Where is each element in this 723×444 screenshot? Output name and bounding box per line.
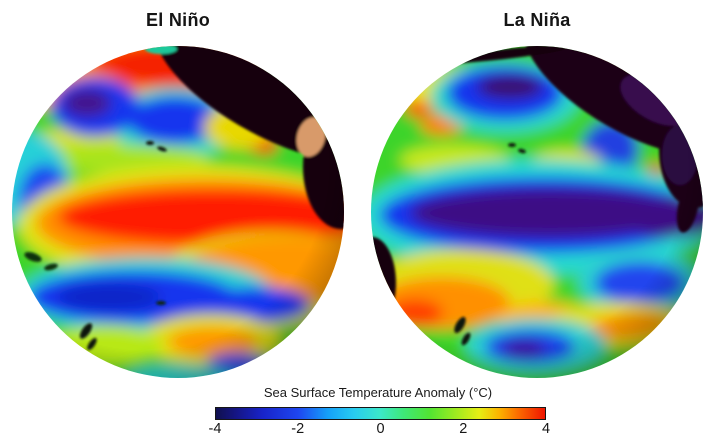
- colorbar-ticks: -4 -2 0 2 4: [209, 421, 550, 439]
- globe-title-la-nina: La Niña: [503, 10, 571, 30]
- colorbar-tick: -2: [291, 421, 305, 437]
- colorbar-label: Sea Surface Temperature Anomaly (°C): [263, 385, 493, 400]
- globe-el-nino: [11, 45, 345, 379]
- globe-el-nino-image: [12, 46, 344, 378]
- colorbar-tick: 4: [541, 421, 551, 437]
- colorbar-tick: 2: [459, 421, 468, 437]
- globe-title-el-nino: El Niño: [145, 10, 211, 30]
- globe-la-nina: [370, 45, 704, 379]
- colorbar-tick: -4: [208, 421, 222, 437]
- colorbar-tick: 0: [376, 421, 385, 437]
- globe-la-nina-image: [371, 46, 703, 378]
- colorbar-gradient: [215, 407, 546, 420]
